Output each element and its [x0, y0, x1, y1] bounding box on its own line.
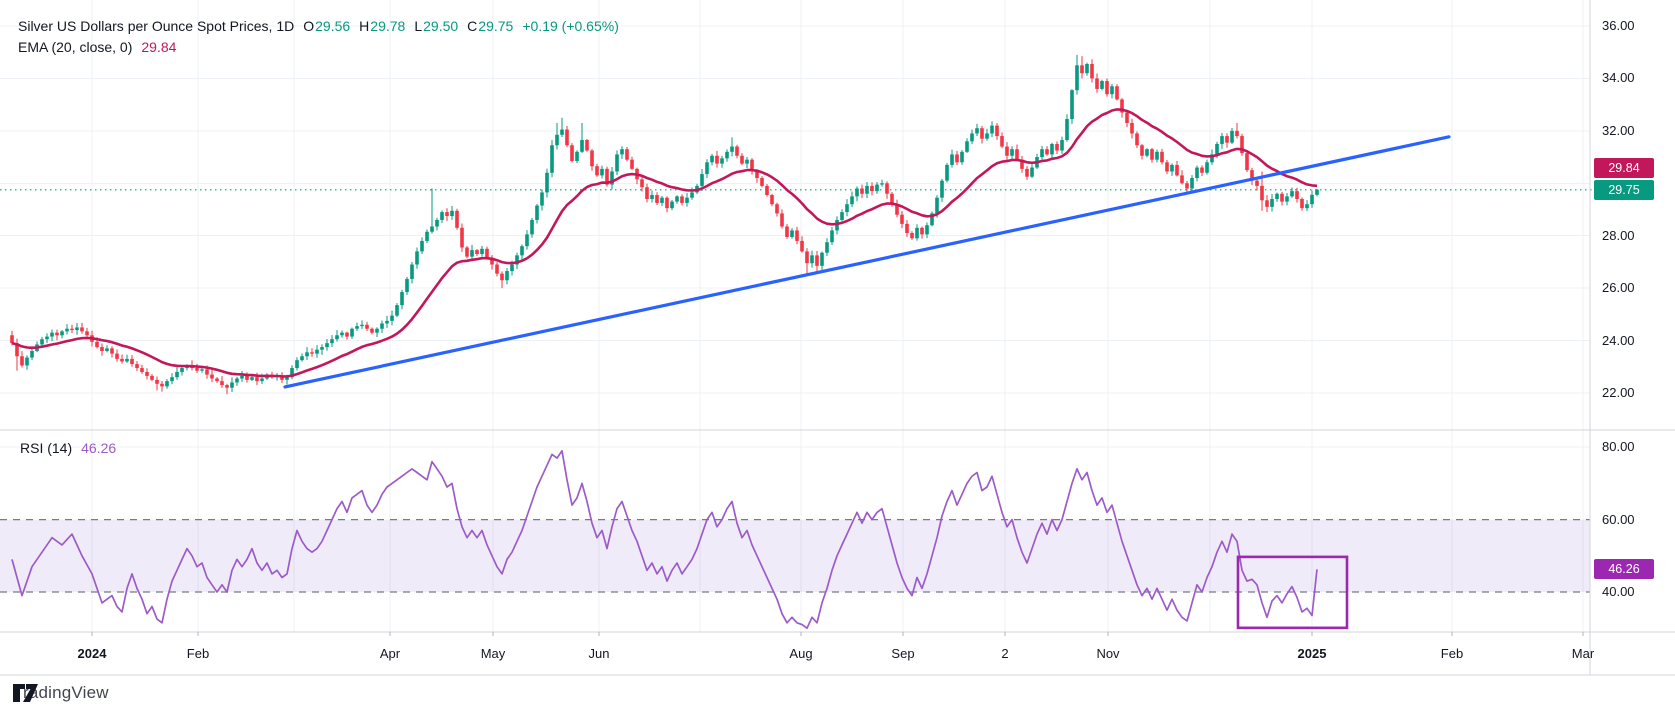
- rsi-legend-label: RSI (14): [20, 440, 73, 456]
- price-axis-label: 32.00: [1602, 122, 1635, 138]
- ema-price-badge: 29.84: [1594, 158, 1654, 178]
- ohlc-low: L 29.50: [414, 18, 459, 34]
- time-axis-label: Feb: [186, 646, 210, 661]
- ema-legend-row: EMA (20, close, 0) 29.84: [18, 37, 619, 58]
- price-axis-label: 34.00: [1602, 70, 1635, 86]
- price-change: +0.19 (+0.65%): [522, 18, 619, 34]
- instrument-legend-row: Silver US Dollars per Ounce Spot Prices,…: [18, 16, 619, 37]
- price-axis-label: 36.00: [1602, 18, 1635, 33]
- price-axis-label: 28.00: [1602, 227, 1635, 243]
- candlestick-series: [10, 54, 1319, 395]
- instrument-title: Silver US Dollars per Ounce Spot Prices,…: [18, 18, 295, 34]
- time-axis-label: 2025: [1297, 646, 1327, 661]
- rsi-legend: RSI (14) 46.26: [20, 440, 116, 456]
- ema-legend-label: EMA (20, close, 0): [18, 39, 133, 55]
- rsi-line: [11, 449, 1318, 630]
- time-axis-label: Aug: [789, 646, 813, 661]
- time-axis-label: Mar: [1571, 646, 1595, 661]
- ema-legend-value: 29.84: [141, 39, 177, 55]
- time-axis-label: Sep: [891, 646, 915, 661]
- ema-line: [11, 108, 1318, 378]
- rsi-legend-value: 46.26: [81, 440, 117, 456]
- ohlc-open: O 29.56: [303, 18, 351, 34]
- price-axis-label: 24.00: [1602, 332, 1635, 348]
- time-axis-label: 2024: [77, 646, 107, 661]
- rsi-band: [0, 518, 1590, 593]
- time-axis-label: Nov: [1096, 646, 1120, 661]
- trendline[interactable]: [283, 135, 1451, 389]
- ohlc-close: C 29.75: [467, 18, 514, 34]
- main-legend: Silver US Dollars per Ounce Spot Prices,…: [18, 16, 619, 58]
- tradingview-icon: [13, 684, 38, 702]
- rsi-axis-label: 40.00: [1602, 584, 1635, 599]
- time-axis-label: Apr: [379, 646, 401, 661]
- time-axis-label: May: [480, 646, 506, 661]
- time-axis-label: Feb: [1440, 646, 1464, 661]
- price-axis-label: 26.00: [1602, 280, 1635, 296]
- rsi-value-badge: 46.26: [1594, 559, 1654, 580]
- ohlc-high: H 29.78: [359, 18, 406, 34]
- tradingview-logo[interactable]: TradingView: [13, 683, 109, 703]
- time-axis-label: 2: [1001, 646, 1009, 661]
- time-axis-label: Jun: [588, 646, 610, 661]
- last-price-badge: 29.75: [1594, 180, 1654, 200]
- rsi-axis-label: 80.00: [1602, 439, 1635, 455]
- tradingview-wordmark: TradingView: [13, 683, 109, 702]
- highlight-box[interactable]: [1236, 555, 1349, 630]
- rsi-axis-label: 60.00: [1602, 511, 1635, 527]
- price-gridlines: [0, 25, 1590, 448]
- price-axis-label: 22.00: [1602, 384, 1635, 400]
- pane-separators: [0, 0, 1675, 676]
- time-gridlines: [91, 0, 1584, 632]
